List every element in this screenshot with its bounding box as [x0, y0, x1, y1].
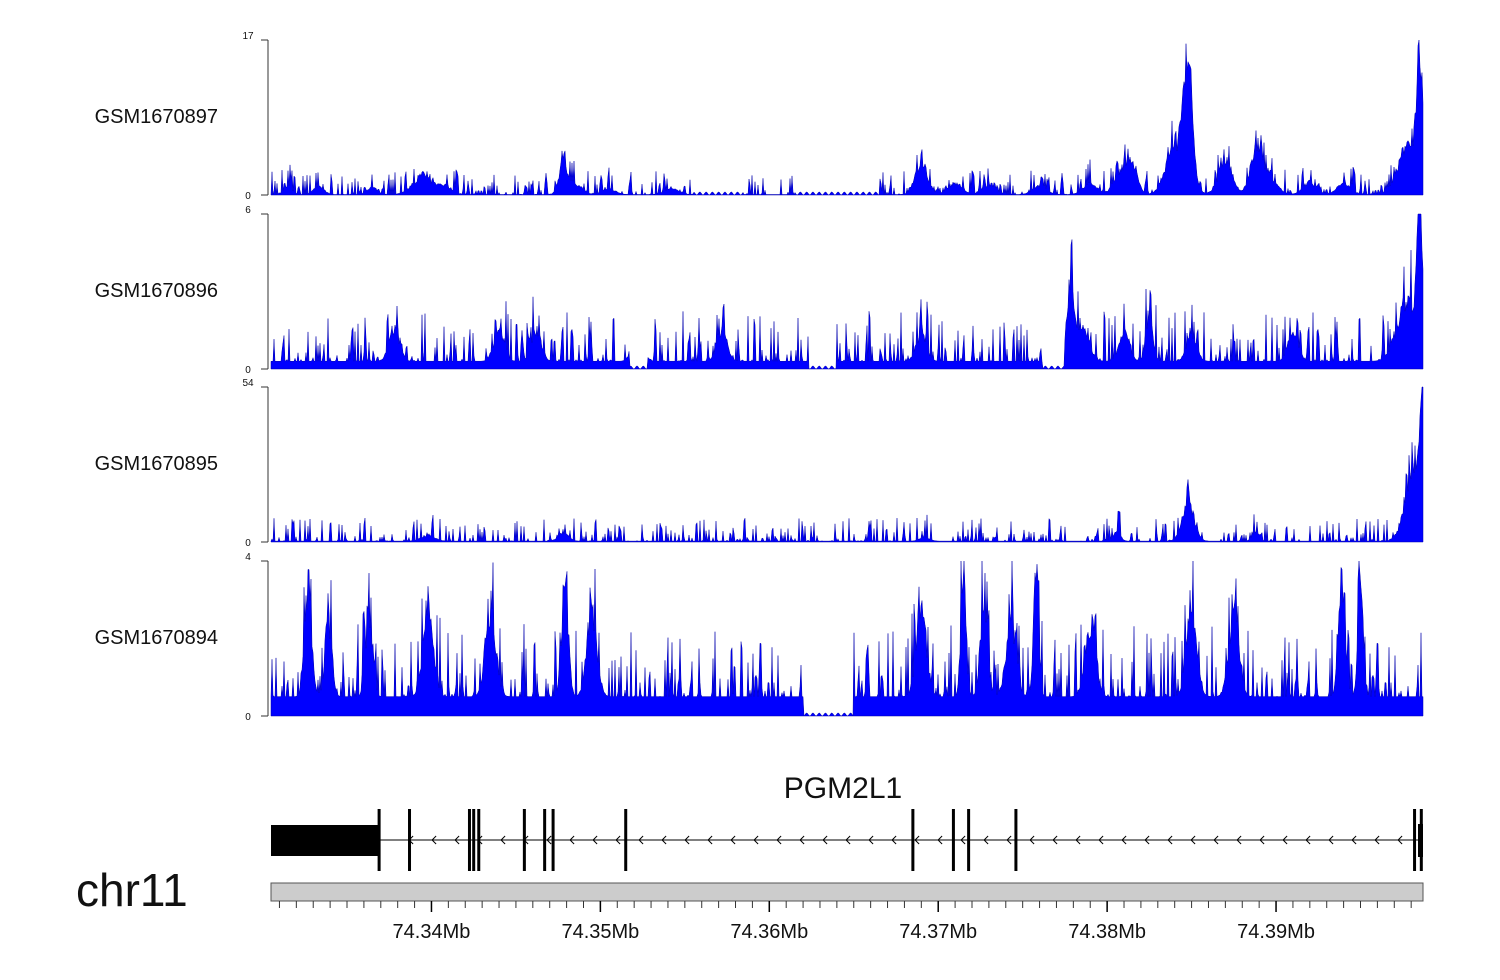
strand-arrow [569, 835, 575, 845]
strand-arrow [431, 835, 437, 845]
ideogram-bar [270, 882, 1424, 902]
y-min-label: 0 [245, 712, 251, 723]
exon [911, 809, 915, 871]
strand-arrow [454, 835, 460, 845]
strand-arrow [1351, 835, 1357, 845]
strand-arrow [983, 835, 989, 845]
x-tick-label: 74.37Mb [899, 921, 977, 943]
exon [408, 809, 412, 871]
coverage-area [270, 386, 1424, 543]
coverage-track: GSM1670895 54 0 [95, 378, 1424, 549]
coverage-tracks: GSM1670897170GSM167089660GSM1670895540GS… [95, 31, 1424, 723]
strand-arrow [960, 835, 966, 845]
strand-arrow [822, 835, 828, 845]
strand-arrow [1098, 835, 1104, 845]
strand-arrow [684, 835, 690, 845]
y-min-label: 0 [245, 538, 251, 549]
exon [377, 809, 381, 871]
strand-arrow [753, 835, 759, 845]
strand-arrow [1236, 835, 1242, 845]
strand-arrow [1029, 835, 1035, 845]
track-label: GSM1670896 [95, 280, 218, 302]
exon [472, 809, 476, 871]
gene-track: PGM2L1 [271, 772, 1423, 871]
gene-name-label: PGM2L1 [784, 772, 902, 805]
coverage-area [270, 39, 1424, 196]
strand-arrow [1259, 835, 1265, 845]
x-tick-label: 74.36Mb [730, 921, 808, 943]
strand-arrow [868, 835, 874, 845]
coverage-track: GSM1670897 17 0 [95, 31, 1424, 202]
y-min-label: 0 [245, 191, 251, 202]
x-tick-label: 74.34Mb [393, 921, 471, 943]
strand-arrow [776, 835, 782, 845]
strand-arrow [1328, 835, 1334, 845]
strand-arrow [1052, 835, 1058, 845]
x-tick-label: 74.35Mb [561, 921, 639, 943]
track-label: GSM1670895 [95, 453, 218, 475]
strand-arrow [1006, 835, 1012, 845]
y-max-label: 17 [242, 31, 254, 42]
strand-arrow [891, 835, 897, 845]
exon [467, 809, 471, 871]
strand-arrow [592, 835, 598, 845]
y-max-label: 4 [245, 552, 251, 563]
strand-arrow [661, 835, 667, 845]
y-max-label: 54 [242, 378, 254, 389]
track-label: GSM1670897 [95, 106, 218, 128]
strand-arrow [546, 835, 552, 845]
strand-arrow [707, 835, 713, 845]
strand-arrow [730, 835, 736, 845]
strand-arrow [1213, 835, 1219, 845]
x-tick-label: 74.38Mb [1068, 921, 1146, 943]
strand-arrow [615, 835, 621, 845]
coverage-track: GSM1670896 6 0 [95, 205, 1424, 376]
y-min-label: 0 [245, 365, 251, 376]
strand-arrow [500, 835, 506, 845]
exon [1014, 809, 1018, 871]
exon [624, 809, 628, 871]
strand-arrow [1167, 835, 1173, 845]
coverage-track: GSM1670894 4 0 [95, 552, 1424, 723]
y-max-label: 6 [245, 205, 251, 216]
strand-arrow [914, 835, 920, 845]
coverage-area [270, 213, 1424, 370]
chromosome-label: chr11 [76, 864, 188, 916]
strand-arrow [937, 835, 943, 845]
exon [967, 809, 971, 871]
genome-axis: chr11 74.34Mb 74.35Mb 74.36Mb 74.37Mb 74.38Mb… [76, 864, 1424, 943]
strand-arrow [1144, 835, 1150, 845]
exon [951, 809, 955, 871]
strand-arrow [845, 835, 851, 845]
exon [543, 809, 547, 871]
x-tick-label: 74.39Mb [1237, 921, 1315, 943]
strand-arrow [1282, 835, 1288, 845]
exon-end [1418, 824, 1423, 857]
exon [477, 809, 481, 871]
exon [1413, 809, 1417, 871]
strand-arrow [1190, 835, 1196, 845]
exon [551, 809, 555, 871]
strand-arrow [1075, 835, 1081, 845]
coverage-area [270, 560, 1424, 717]
exon [522, 809, 526, 871]
track-label: GSM1670894 [95, 627, 218, 649]
strand-arrow [1305, 835, 1311, 845]
utr-block [271, 825, 380, 856]
strand-arrow [638, 835, 644, 845]
strand-arrow [1397, 835, 1403, 845]
strand-arrow [799, 835, 805, 845]
strand-arrow [1374, 835, 1380, 845]
strand-arrow [1121, 835, 1127, 845]
